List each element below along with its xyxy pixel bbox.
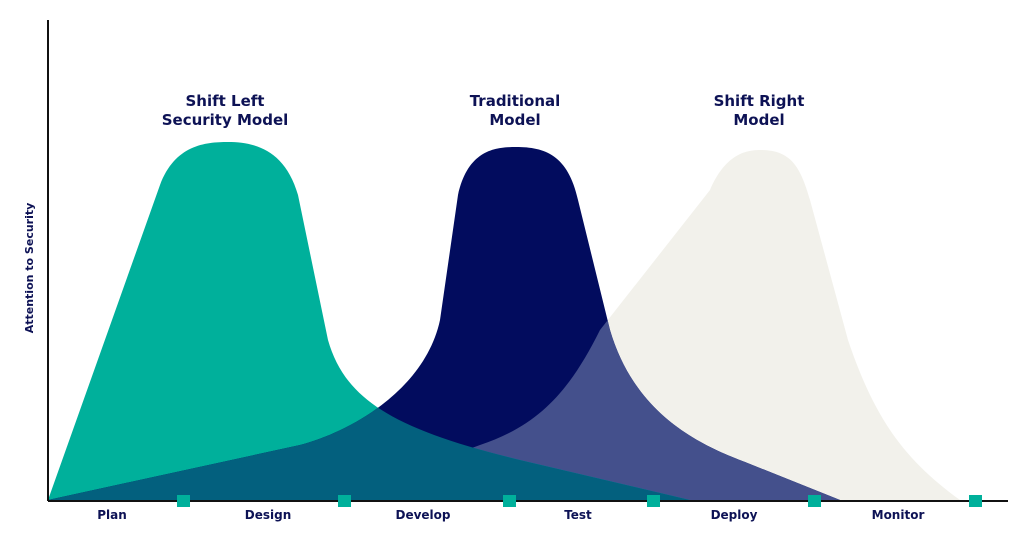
phase-boundary-marker	[177, 495, 190, 507]
curves-group	[48, 142, 960, 500]
phase-label-plan: Plan	[97, 508, 127, 522]
phase-label-deploy: Deploy	[711, 508, 758, 522]
phase-label-design: Design	[245, 508, 292, 522]
shift-left-title-line-1: Shift Left	[186, 92, 265, 110]
curve-titles: Shift Left Security Model Traditional Mo…	[162, 92, 805, 129]
phase-markers	[177, 495, 982, 507]
phase-boundary-marker	[503, 495, 516, 507]
phase-label-test: Test	[564, 508, 592, 522]
y-axis-label: Attention to Security	[23, 203, 36, 334]
phase-label-develop: Develop	[395, 508, 450, 522]
phase-boundary-marker	[808, 495, 821, 507]
traditional-title-line-2: Model	[489, 111, 540, 129]
phase-boundary-marker	[338, 495, 351, 507]
phase-boundary-marker	[969, 495, 982, 507]
phase-label-monitor: Monitor	[872, 508, 925, 522]
shift-right-title-line-2: Model	[733, 111, 784, 129]
phase-labels: Plan Design Develop Test Deploy Monitor	[97, 508, 924, 522]
shift-right-title-line-1: Shift Right	[714, 92, 805, 110]
traditional-title-line-1: Traditional	[470, 92, 561, 110]
phase-boundary-marker	[647, 495, 660, 507]
shift-left-title-line-2: Security Model	[162, 111, 289, 129]
